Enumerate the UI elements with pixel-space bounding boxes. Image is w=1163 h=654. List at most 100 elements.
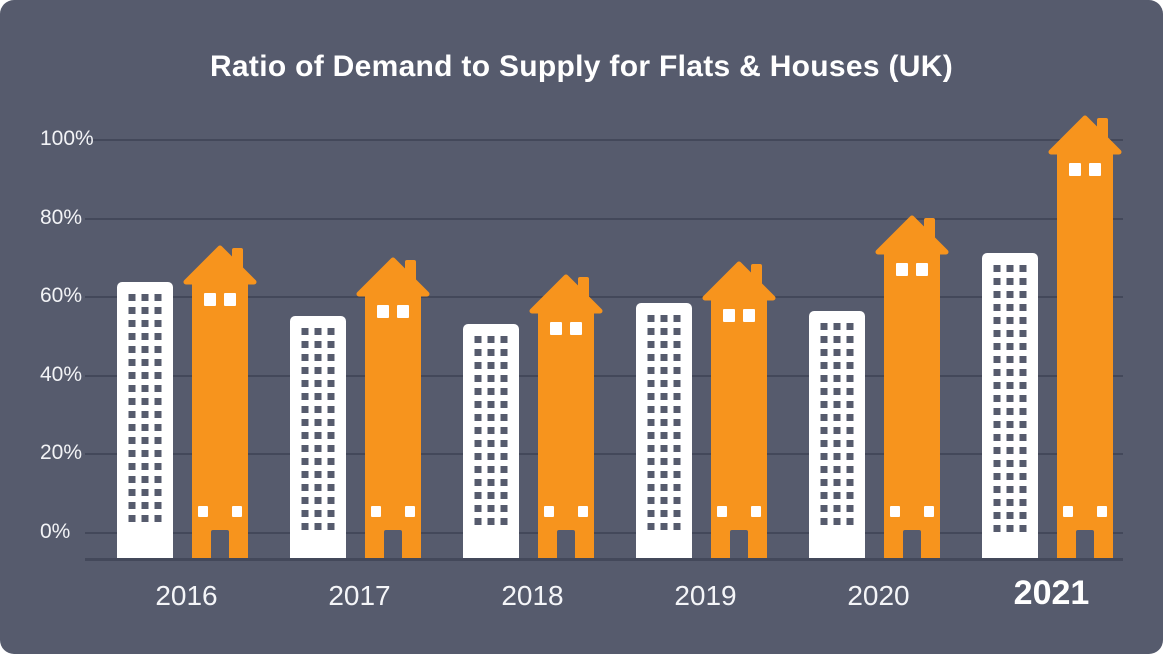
- flat-window: [1006, 407, 1013, 415]
- flat-window: [1019, 277, 1026, 285]
- flat-window: [1019, 368, 1026, 376]
- flat-window: [301, 392, 308, 400]
- flat-window: [673, 354, 680, 362]
- flat-window: [820, 466, 827, 474]
- flat-window: [154, 372, 161, 380]
- flat-window: [301, 340, 308, 348]
- flat-window: [660, 393, 667, 401]
- flat-window: [647, 471, 654, 479]
- house-window: [1062, 506, 1073, 517]
- flat-window: [500, 348, 507, 356]
- flat-window: [660, 484, 667, 492]
- flat-building-bar: [981, 252, 1038, 558]
- flat-window: [993, 368, 1000, 376]
- flat-window: [487, 517, 494, 525]
- flat-window: [314, 457, 321, 465]
- house-window: [742, 309, 755, 323]
- flat-window: [846, 427, 853, 435]
- flat-window: [487, 426, 494, 434]
- house-body: [364, 295, 421, 558]
- flat-window: [128, 502, 135, 510]
- flat-window: [993, 485, 1000, 493]
- flat-window: [833, 453, 840, 461]
- flat-window: [487, 478, 494, 486]
- flat-window: [500, 452, 507, 460]
- flat-window: [301, 405, 308, 413]
- flat-window: [314, 418, 321, 426]
- flat-window: [1019, 290, 1026, 298]
- flat-window: [154, 333, 161, 341]
- flat-window: [314, 470, 321, 478]
- flat-window: [141, 346, 148, 354]
- flat-window: [673, 510, 680, 518]
- flat-window: [327, 470, 334, 478]
- flat-window: [154, 437, 161, 445]
- flat-window: [660, 471, 667, 479]
- flat-window: [474, 348, 481, 356]
- flat-window: [327, 340, 334, 348]
- flat-window: [833, 349, 840, 357]
- flat-window: [128, 424, 135, 432]
- flat-window: [647, 315, 654, 323]
- y-axis-tick-label: 0%: [40, 520, 71, 543]
- flat-window: [846, 518, 853, 526]
- flat-window: [1006, 290, 1013, 298]
- flat-window: [500, 387, 507, 395]
- flat-window: [820, 492, 827, 500]
- flat-window: [474, 491, 481, 499]
- house-door: [556, 530, 575, 558]
- house-window: [549, 321, 562, 335]
- flat-window: [660, 354, 667, 362]
- flat-window-grid: [128, 294, 161, 532]
- flat-window: [647, 328, 654, 336]
- flat-window: [154, 489, 161, 497]
- flat-window: [647, 406, 654, 414]
- house-chimney: [231, 247, 243, 274]
- flat-window: [660, 458, 667, 466]
- flat-window: [673, 523, 680, 531]
- flat-window: [833, 518, 840, 526]
- flat-window: [141, 294, 148, 302]
- flat-window: [474, 465, 481, 473]
- gridline: [85, 217, 1123, 220]
- flat-window: [141, 463, 148, 471]
- flat-window: [647, 510, 654, 518]
- flat-window: [833, 440, 840, 448]
- flat-window: [647, 419, 654, 427]
- flat-window: [647, 484, 654, 492]
- flat-window: [660, 432, 667, 440]
- flat-window: [993, 498, 1000, 506]
- y-axis-tick-label: 80%: [40, 205, 83, 229]
- gridline: [85, 296, 1123, 299]
- flat-window: [647, 341, 654, 349]
- house-roof: [183, 245, 256, 284]
- flat-window: [154, 424, 161, 432]
- flat-window: [833, 505, 840, 513]
- flat-window: [500, 400, 507, 408]
- flat-window: [1019, 485, 1026, 493]
- flat-window: [1019, 329, 1026, 337]
- flat-window: [993, 524, 1000, 532]
- flat-window: [833, 427, 840, 435]
- flat-window: [314, 522, 321, 530]
- flat-window: [128, 333, 135, 341]
- flat-window: [487, 387, 494, 395]
- flat-window: [154, 463, 161, 471]
- flat-window: [647, 497, 654, 505]
- flat-window: [993, 290, 1000, 298]
- flat-window: [833, 466, 840, 474]
- flat-window: [141, 450, 148, 458]
- flat-window: [1006, 524, 1013, 532]
- house-window: [722, 309, 735, 323]
- flat-window: [141, 502, 148, 510]
- flat-window: [660, 445, 667, 453]
- house-window: [895, 263, 908, 277]
- flat-window: [1006, 472, 1013, 480]
- flat-window: [1019, 303, 1026, 311]
- flat-window: [154, 398, 161, 406]
- flat-window: [314, 431, 321, 439]
- flat-window: [327, 483, 334, 491]
- house-roof: [529, 274, 602, 314]
- flat-window: [833, 479, 840, 487]
- flat-window: [500, 478, 507, 486]
